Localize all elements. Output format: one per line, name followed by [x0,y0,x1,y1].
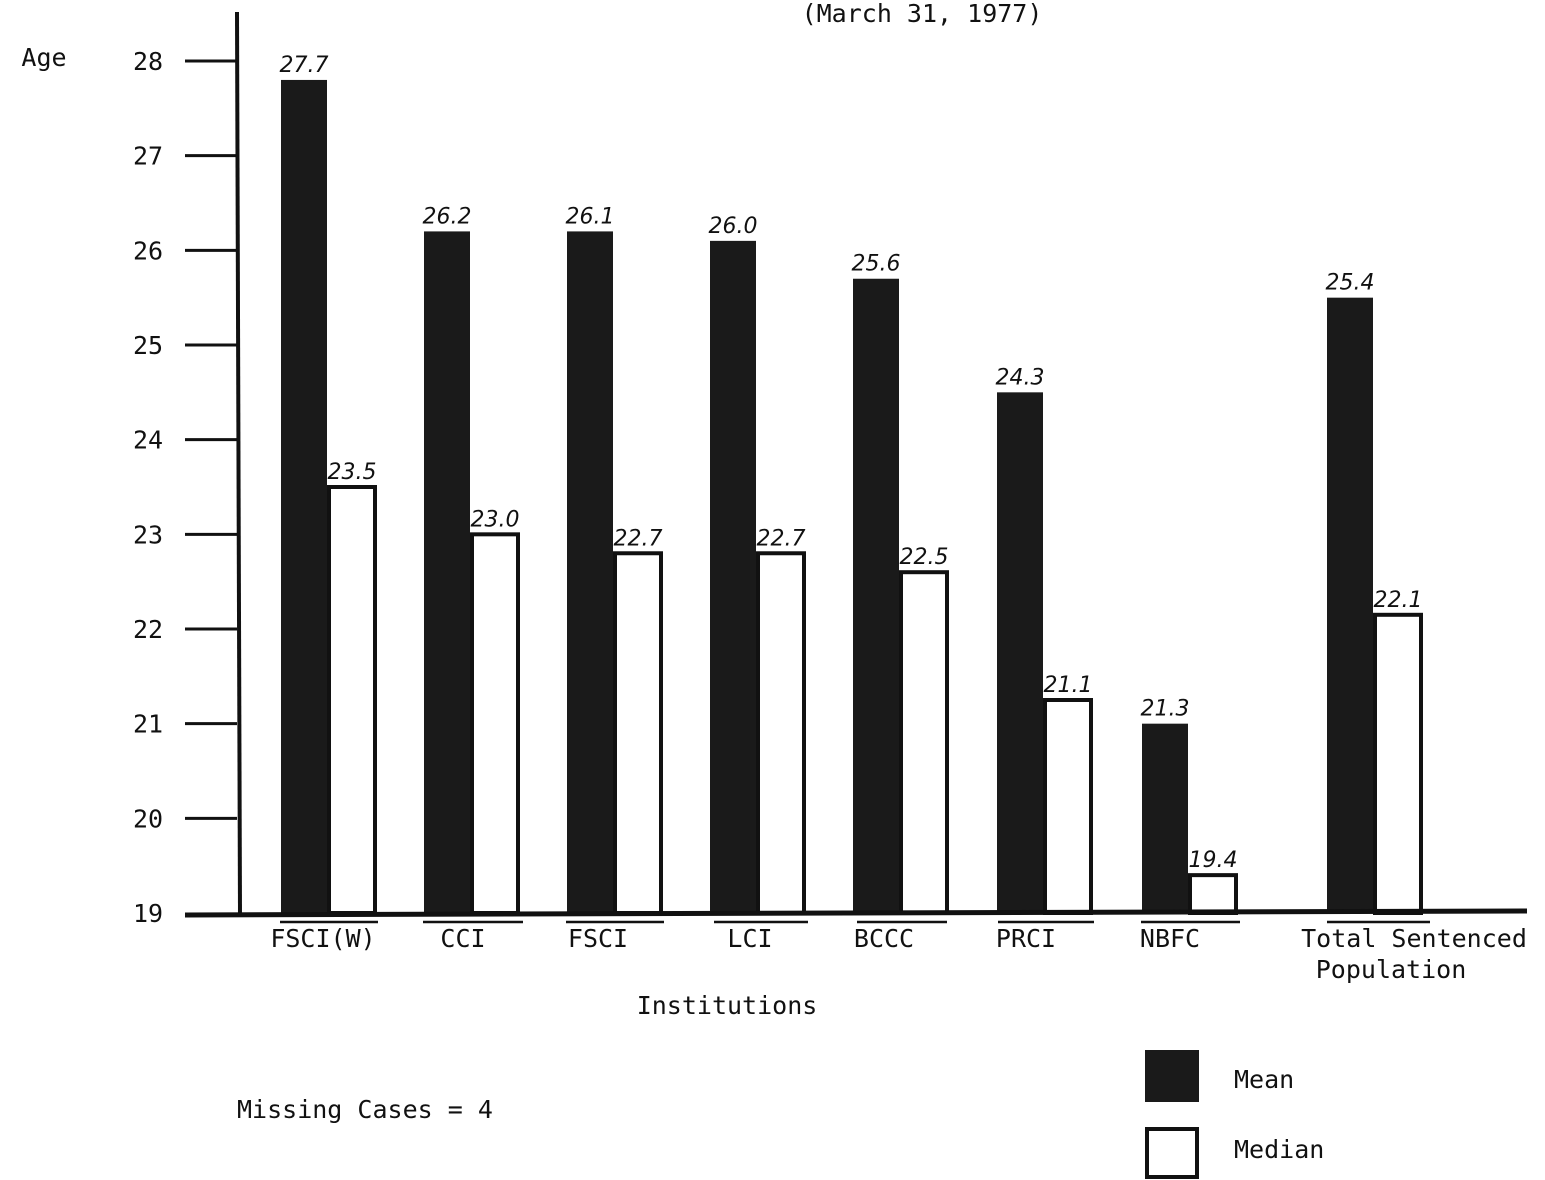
bar-median [756,551,806,915]
bar-mean [997,392,1043,913]
bar-mean [853,278,899,913]
data-label-median: 19.4 [1189,848,1238,873]
data-label-median: 22.7 [614,526,663,551]
bar-median [899,570,949,915]
bar-mean [567,231,613,913]
data-label-median: 23.0 [471,507,520,532]
data-label-mean: 26.0 [709,214,758,239]
legend-label-mean: Mean [1234,1065,1294,1094]
y-tick-label: 23 [133,520,163,549]
x-axis-category-labels: FSCI(W) CCI FSCI LCI BCCC PRCI NBFC Total Sente… [270,920,1527,984]
category-label: FSCI(W) [270,924,375,953]
category-label: LCI [727,924,772,953]
data-label-median: 22.5 [900,545,949,570]
data-label-median: 23.5 [328,460,377,485]
data-label-median: 21.1 [1044,673,1093,698]
bar-median [470,532,520,915]
data-label-mean: 25.4 [1326,271,1375,296]
y-axis-ticks: 19 20 21 22 23 24 25 26 27 28 [133,47,237,928]
bar-median [613,551,663,915]
y-tick-label: 22 [133,615,163,644]
legend-label-median: Median [1234,1135,1324,1164]
legend-swatch-median [1145,1127,1199,1179]
bar-mean [710,240,756,913]
category-label: PRCI [996,924,1056,953]
y-axis-line [235,11,242,918]
bar-mean [1142,723,1188,913]
y-tick-label: 27 [133,142,163,171]
y-tick-label: 20 [133,804,163,833]
bar-median [1373,612,1423,915]
bar-median [327,485,377,915]
data-label-mean: 26.1 [566,204,615,229]
data-label-mean: 25.6 [852,252,901,277]
y-tick-label: 28 [133,47,163,76]
chart-subtitle: (March 31, 1977) [802,0,1043,28]
data-label-median: 22.1 [1374,588,1423,613]
y-tick-label: 21 [133,710,163,739]
data-label-mean: 26.2 [423,204,472,229]
category-label: BCCC [854,924,914,953]
data-label-mean: 24.3 [996,365,1045,390]
bar-mean [424,231,470,913]
legend: Mean Median [1145,1050,1324,1179]
legend-swatch-mean [1145,1050,1199,1102]
data-label-mean: 27.7 [280,53,329,78]
category-label: CCI [440,924,485,953]
x-axis-label: Institutions [637,991,818,1020]
category-label: Total Sentenced [1301,924,1527,953]
y-tick-label: 25 [133,331,163,360]
y-axis-label: Age [21,43,66,72]
missing-cases-note: Missing Cases = 4 [237,1095,493,1124]
y-tick-label: 24 [133,426,163,455]
data-label-median: 22.7 [757,526,806,551]
bar-median [1188,873,1238,916]
y-tick-label: 19 [133,899,163,928]
x-axis-line [184,908,1528,918]
category-label: FSCI [568,924,628,953]
data-label-mean: 21.3 [1141,697,1190,722]
category-label: NBFC [1140,924,1200,953]
bar-mean [1327,297,1373,914]
y-tick-label: 26 [133,236,163,265]
bar-mean [281,79,327,913]
category-label: Population [1316,955,1467,984]
bar-median [1043,698,1093,915]
bars-layer: 27.7 23.5 26.2 23.0 26.1 22.7 26.0 22.7 25.6 22.5… [280,53,1423,916]
